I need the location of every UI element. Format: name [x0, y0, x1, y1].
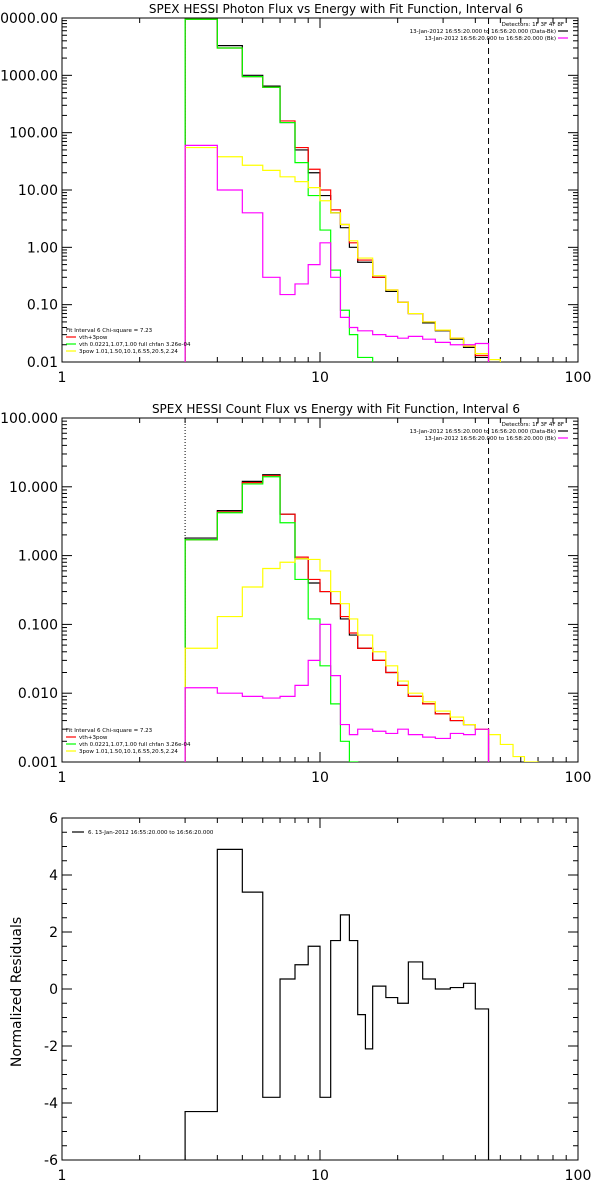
legend-label: 3pow 1.01,1.50,10.1,6.55,20.5,2.24 [79, 749, 178, 755]
y-tick-label: 0.001 [18, 755, 58, 771]
y-tick-label: 1.00 [27, 240, 58, 256]
x-tick-label: 1 [58, 1168, 67, 1184]
y-tick-label: 100.000 [0, 411, 58, 427]
series-group [184, 18, 501, 362]
series-histogram-line [184, 848, 490, 1160]
x-tick-label: 100 [565, 770, 592, 786]
y-tick-label: 2 [49, 925, 58, 941]
legend-label: vth 0.0221,1.07,1.00 full chfan 3.26e-04 [79, 742, 191, 748]
legend-label: vth+3pow [79, 735, 108, 741]
count-flux-title: SPEX HESSI Count Flux vs Energy with Fit… [152, 402, 520, 416]
residuals-panel: Normalized Residuals 1 10 100 -6 -4 -2 0 2 4 6 6. … [9, 811, 591, 1184]
y-tick-label: 0.010 [18, 686, 58, 702]
x-tick-label: 1 [58, 770, 67, 786]
legend-label: vth 0.0221,1.07,1.00 full chfan 3.26e-04 [79, 342, 191, 348]
x-tick-label: 10 [311, 770, 329, 786]
legend-label: 13-Jan-2012 16:56:20.000 to 16:58:20.000… [425, 36, 556, 42]
y-tick-label: 1000.00 [0, 68, 58, 84]
series-group [184, 474, 539, 762]
series-histogram-line [184, 144, 490, 362]
x-tick-label: 100 [565, 1168, 592, 1184]
y-tick-label: 0 [49, 982, 58, 998]
y-tick-label: 10.00 [18, 183, 58, 199]
x-tick-label: 1 [58, 370, 67, 386]
x-tick-label: 100 [565, 370, 592, 386]
y-tick-label: 10.000 [9, 480, 58, 496]
legend-top-title: Detectors: 1F 3F 4F 8F [502, 22, 564, 28]
y-tick-label: 0.100 [18, 617, 58, 633]
x-tick-label: 10 [311, 370, 329, 386]
series-group [184, 848, 490, 1160]
residuals-y-axis-label: Normalized Residuals [9, 917, 25, 1067]
y-tick-label: -6 [44, 1153, 58, 1169]
legend-label: 13-Jan-2012 16:55:20.000 to 16:56:20.000… [410, 29, 556, 35]
legend-label: 3pow 1.01,1.50,10.1,6.55,20.5,2.24 [79, 349, 178, 355]
series-histogram-line [184, 623, 490, 762]
photon-flux-title: SPEX HESSI Photon Flux vs Energy with Fi… [149, 2, 523, 16]
x-tick-label: 10 [311, 1168, 329, 1184]
legend-top-title: Detectors: 1F 3F 4F 8F [502, 422, 564, 428]
series-histogram-line [184, 18, 490, 362]
series-histogram-line [184, 558, 539, 762]
y-tick-label: 1.000 [18, 549, 58, 565]
count-flux-panel: SPEX HESSI Count Flux vs Energy with Fit… [0, 402, 591, 786]
y-tick-label: -2 [44, 1039, 58, 1055]
legend-label: 13-Jan-2012 16:56:20.000 to 16:58:20.000… [425, 436, 556, 442]
y-tick-label: 100.00 [9, 126, 58, 142]
legend-label: vth+3pow [79, 335, 108, 341]
series-histogram-line [184, 18, 374, 362]
series-histogram-line [184, 146, 501, 362]
y-tick-label: 6 [49, 811, 58, 827]
series-histogram-line [184, 476, 359, 762]
photon-flux-panel: SPEX HESSI Photon Flux vs Energy with Fi… [0, 2, 591, 386]
series-histogram-line [184, 475, 490, 762]
y-tick-label: 0.01 [27, 355, 58, 371]
legend-bottom-title: Fit Interval 6 Chi-square = 7.23 [66, 728, 153, 734]
y-tick-label: 4 [49, 868, 58, 884]
legend-label: 6. 13-Jan-2012 16:55:20.000 to 16:56:20.… [88, 830, 214, 836]
y-tick-label: -4 [44, 1096, 58, 1112]
series-histogram-line [184, 474, 490, 762]
series-histogram-line [184, 18, 490, 362]
legend-label: 13-Jan-2012 16:55:20.000 to 16:56:20.000… [410, 429, 556, 435]
y-tick-label: 0.10 [27, 298, 58, 314]
y-tick-label: 10000.00 [0, 11, 58, 27]
legend-bottom-title: Fit Interval 6 Chi-square = 7.23 [66, 328, 153, 334]
